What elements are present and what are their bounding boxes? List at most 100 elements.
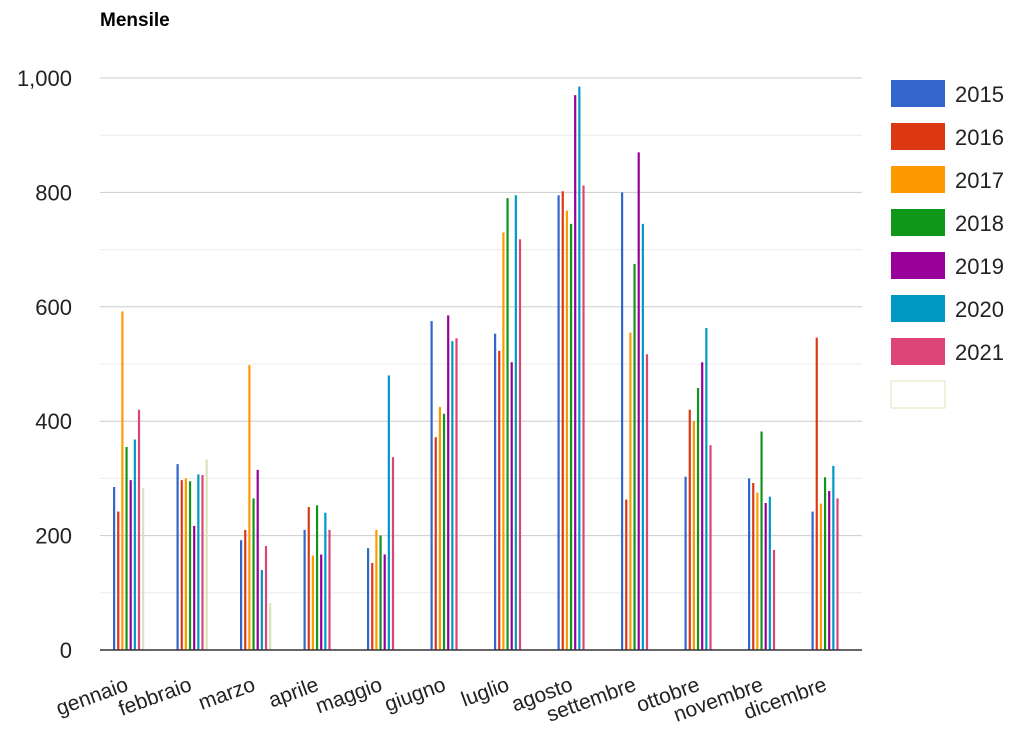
bar xyxy=(205,459,208,650)
bar xyxy=(684,476,687,650)
bar xyxy=(582,185,585,650)
bar xyxy=(391,457,395,650)
bar xyxy=(248,365,251,650)
bar xyxy=(819,503,822,650)
bar xyxy=(442,413,446,650)
bar xyxy=(828,490,831,650)
bar xyxy=(688,409,691,650)
bar xyxy=(815,337,818,650)
bar xyxy=(367,548,370,650)
bar xyxy=(696,388,700,650)
y-tick-label: 600 xyxy=(35,295,72,320)
bar xyxy=(133,439,136,650)
bar xyxy=(641,223,644,651)
bar xyxy=(748,478,751,650)
bar xyxy=(645,354,649,650)
bar xyxy=(705,327,708,650)
bar xyxy=(836,498,839,650)
bar xyxy=(252,498,255,650)
bar xyxy=(375,529,378,650)
bar xyxy=(578,86,581,650)
bar xyxy=(240,540,243,650)
bar xyxy=(430,321,433,650)
bar xyxy=(621,192,624,650)
bar xyxy=(264,545,268,650)
bar xyxy=(756,492,759,650)
bar xyxy=(832,465,835,650)
bar xyxy=(260,569,263,650)
bar xyxy=(188,481,192,650)
bar xyxy=(498,350,501,650)
bar xyxy=(455,338,458,650)
bar xyxy=(201,474,204,650)
bar xyxy=(176,464,179,650)
bar xyxy=(434,437,437,650)
y-tick-label: 200 xyxy=(35,524,72,549)
legend-label: 2017 xyxy=(955,168,1004,193)
bar xyxy=(320,554,323,650)
legend-swatch xyxy=(891,80,945,107)
bar xyxy=(569,223,573,651)
legend-swatch xyxy=(890,380,946,409)
bar xyxy=(307,507,310,650)
bar xyxy=(142,488,145,650)
bar xyxy=(129,480,132,650)
y-tick-label: 400 xyxy=(35,409,72,434)
y-tick-label: 1,000 xyxy=(17,66,72,91)
bar xyxy=(324,512,327,650)
bar xyxy=(117,511,120,650)
bar xyxy=(315,505,319,650)
bar xyxy=(701,362,704,650)
x-tick-label: aprile xyxy=(266,673,322,712)
bar xyxy=(494,333,497,650)
bar xyxy=(506,198,509,650)
bar xyxy=(561,191,564,651)
bar xyxy=(768,496,771,650)
bar xyxy=(772,549,776,650)
bar xyxy=(760,431,763,650)
bar xyxy=(518,239,522,650)
bar xyxy=(197,474,200,650)
bar xyxy=(184,478,187,650)
bar xyxy=(752,482,755,650)
bar xyxy=(447,315,450,650)
legend-label: 2020 xyxy=(955,297,1004,322)
bar xyxy=(244,529,247,650)
legend-label: 2021 xyxy=(955,340,1004,365)
x-tick-label: marzo xyxy=(196,673,259,715)
bar xyxy=(311,555,314,650)
legend-swatch xyxy=(891,295,945,322)
bar xyxy=(823,477,827,650)
chart-title: Mensile xyxy=(100,10,170,31)
legend-label: 2018 xyxy=(955,211,1004,236)
bar xyxy=(574,95,577,650)
bar xyxy=(510,362,513,650)
bar xyxy=(629,332,632,650)
legend-label: 2019 xyxy=(955,254,1004,279)
bar xyxy=(328,529,331,650)
bar xyxy=(379,535,382,650)
bar xyxy=(625,499,628,650)
bar xyxy=(438,406,441,650)
legend-label: 2016 xyxy=(955,125,1004,150)
bar xyxy=(637,152,640,651)
bar xyxy=(709,445,712,650)
legend-swatch xyxy=(891,123,945,150)
legend-swatch xyxy=(891,166,945,193)
bar xyxy=(451,341,454,650)
bar xyxy=(383,554,386,650)
y-tick-label: 800 xyxy=(35,180,72,205)
bar xyxy=(764,502,767,650)
x-tick-label: febbraio xyxy=(116,673,195,721)
bar xyxy=(256,469,259,650)
bar xyxy=(371,563,374,650)
bar xyxy=(387,375,390,650)
bar xyxy=(180,480,183,650)
legend-label: 2015 xyxy=(955,82,1004,107)
bar xyxy=(113,486,116,650)
bar xyxy=(137,409,141,650)
bar xyxy=(811,511,814,650)
x-tick-label: luglio xyxy=(458,673,512,711)
legend-swatch xyxy=(891,252,945,279)
